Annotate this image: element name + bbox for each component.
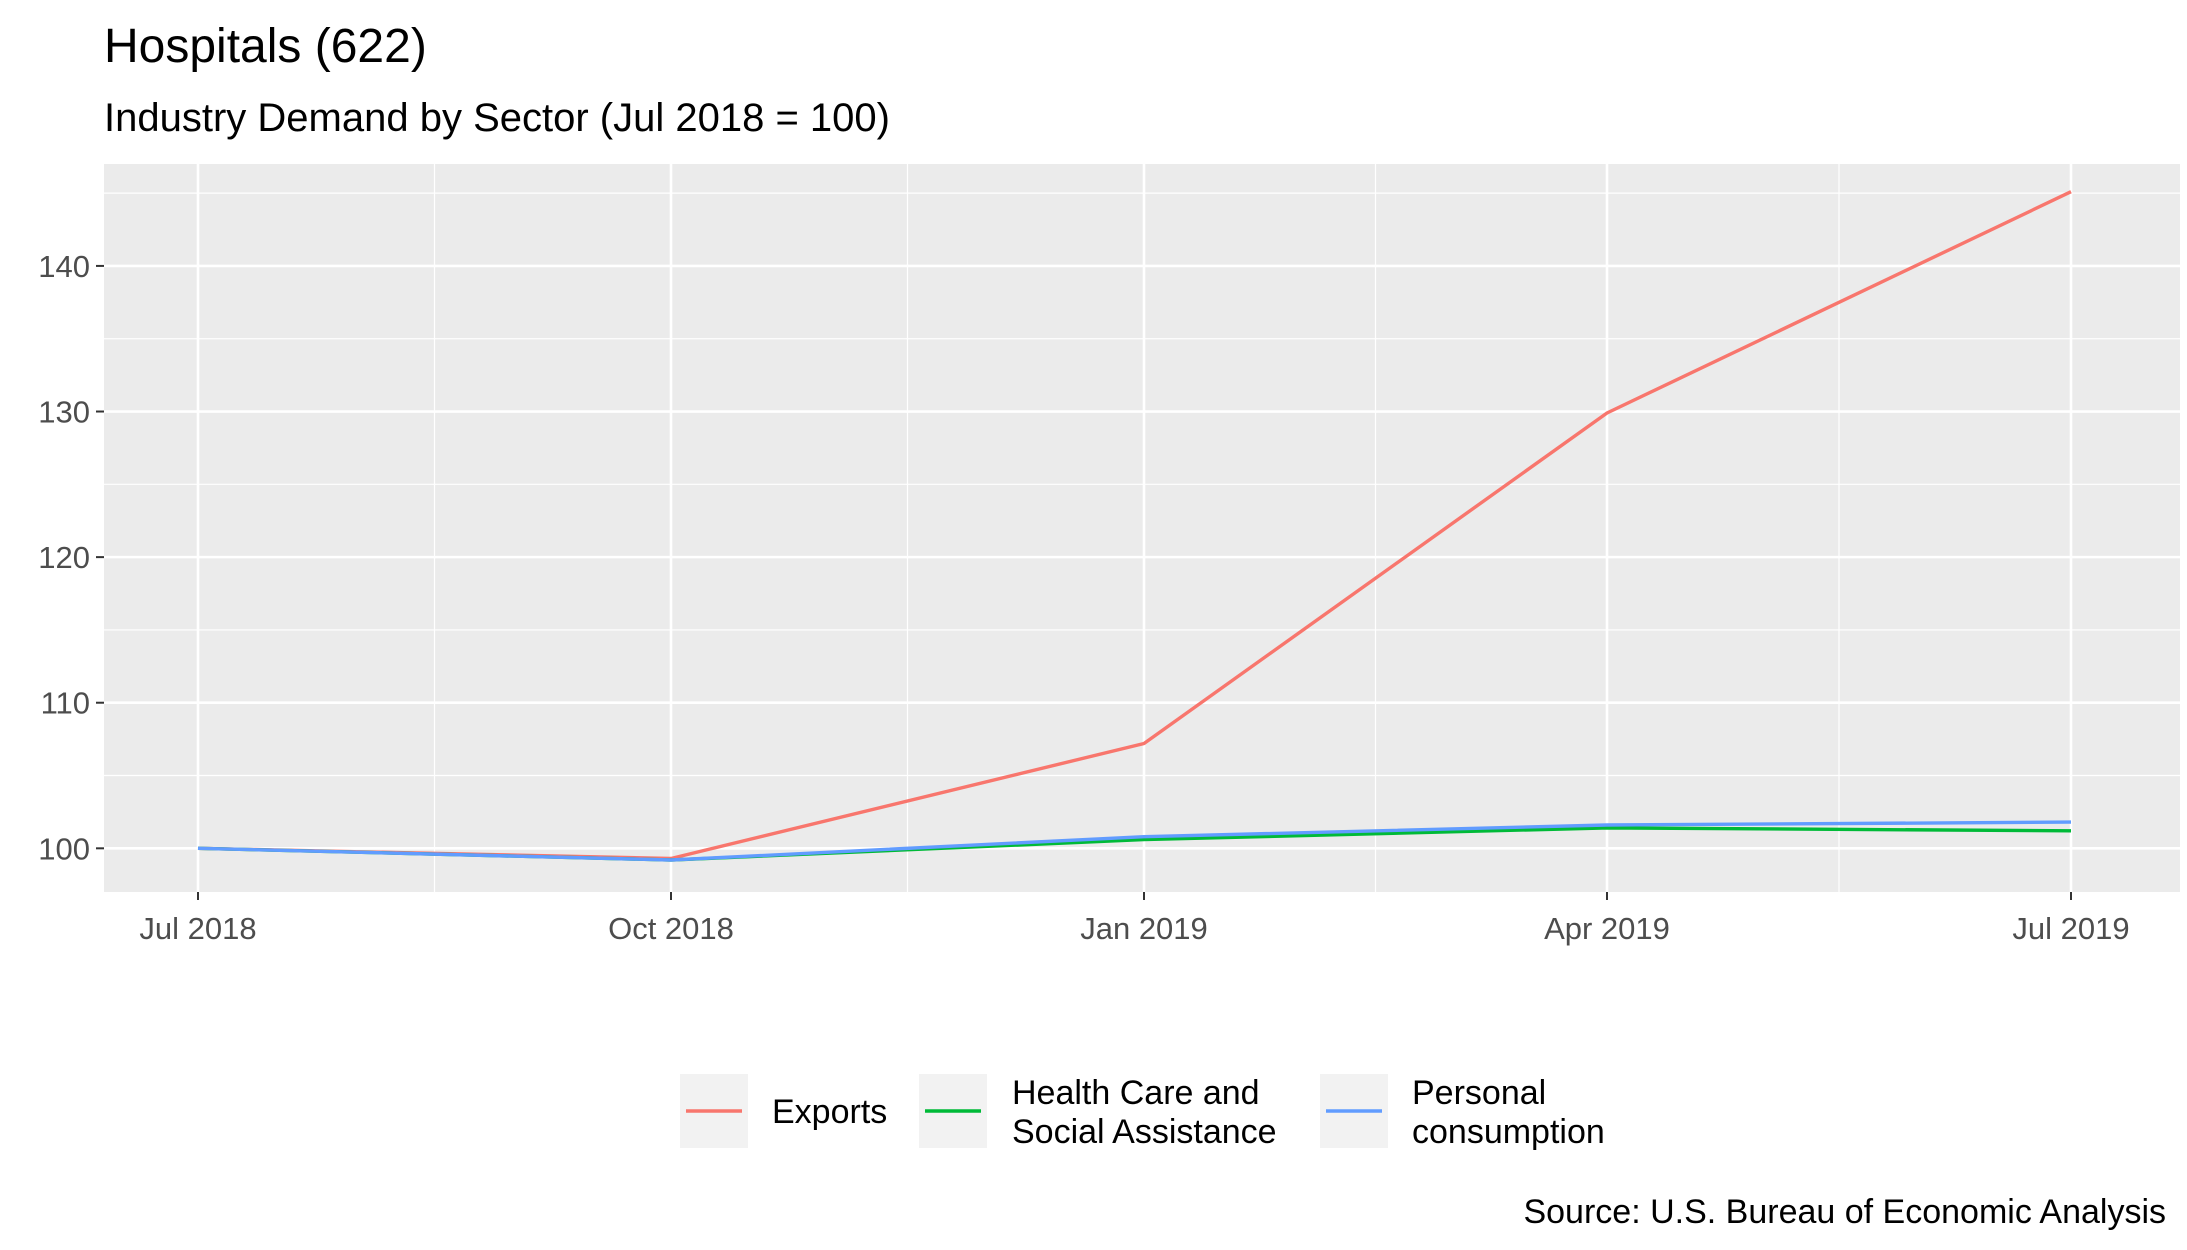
chart-title: Hospitals (622): [104, 20, 427, 73]
legend-label-line: Health Care and: [1012, 1074, 1260, 1112]
legend-label-line: consumption: [1412, 1113, 1605, 1151]
series-line-2: [197, 820, 2072, 862]
x-tick-label: Oct 2018: [608, 911, 734, 946]
legend-label-line: Personal: [1412, 1074, 1546, 1112]
legend-label: Health Care and Social Assistance: [1012, 1074, 1277, 1151]
legend-label-line: Social Assistance: [1012, 1113, 1277, 1151]
legend-label: Exports: [772, 1093, 887, 1131]
plot-panel: [104, 164, 2180, 892]
legend: Exports Health Care and Social Assistance P…: [680, 1074, 1605, 1151]
series-lines: [197, 190, 2072, 862]
legend-label: Personal consumption: [1412, 1074, 1605, 1151]
legend-item-1: Health Care and Social Assistance: [919, 1074, 1277, 1151]
x-axis: Jul 2018 Oct 2018 Jan 2019 Apr 2019 Jul 2019: [139, 892, 2130, 946]
y-tick-label: 120: [38, 540, 90, 575]
grid-minor: [104, 164, 2180, 892]
y-tick-label: 100: [38, 831, 90, 866]
x-tick-label: Jul 2018: [139, 911, 256, 946]
x-tick-label: Jul 2019: [2012, 911, 2129, 946]
grid-major: [104, 164, 2180, 892]
x-tick-label: Apr 2019: [1544, 911, 1670, 946]
y-axis: 100 110 120 130 140: [38, 249, 104, 866]
chart-caption: Source: U.S. Bureau of Economic Analysis: [1523, 1193, 2166, 1231]
legend-item-2: Personal consumption: [1320, 1074, 1605, 1151]
legend-item-0: Exports: [680, 1074, 887, 1148]
chart-subtitle: Industry Demand by Sector (Jul 2018 = 10…: [104, 96, 890, 140]
x-tick-label: Jan 2019: [1080, 911, 1208, 946]
y-tick-label: 130: [38, 395, 90, 430]
y-tick-label: 110: [41, 686, 90, 721]
y-tick-label: 140: [38, 249, 90, 284]
